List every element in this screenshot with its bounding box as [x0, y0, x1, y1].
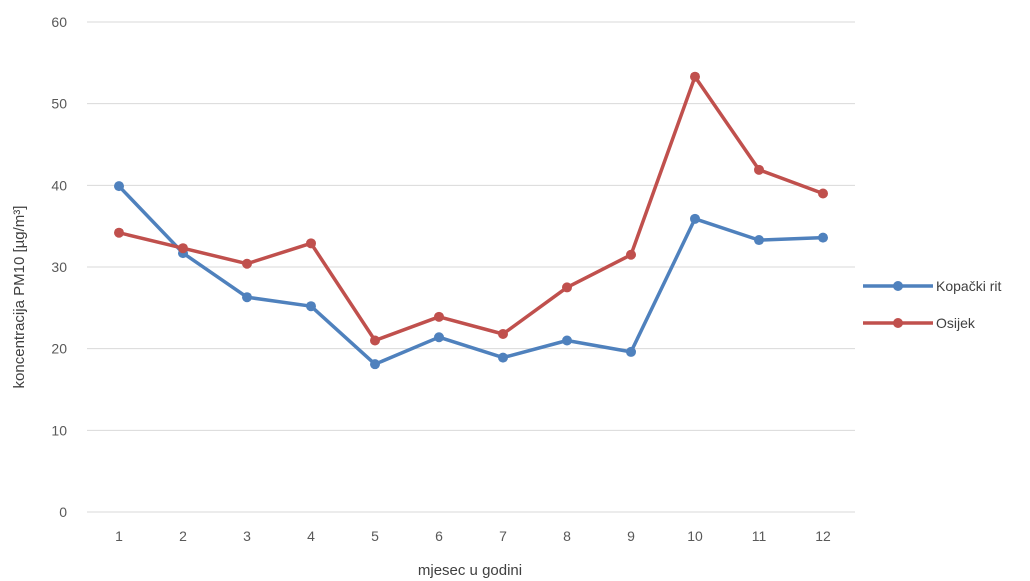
data-point	[434, 332, 444, 343]
data-point	[242, 258, 252, 269]
x-tick-label: 12	[815, 528, 831, 544]
data-point	[626, 249, 636, 260]
x-tick-label: 7	[499, 528, 507, 544]
data-point	[434, 311, 444, 322]
series-group	[114, 71, 828, 346]
data-point	[498, 328, 508, 339]
data-point	[562, 282, 572, 293]
legend-swatch-marker	[893, 318, 903, 328]
series-line	[117, 74, 825, 343]
x-axis-label: mjesec u godini	[418, 562, 522, 579]
x-tick-label: 5	[371, 528, 379, 544]
legend-item: Kopački rit	[863, 278, 1001, 294]
x-tick-label: 9	[627, 528, 635, 544]
x-tick-label: 3	[243, 528, 251, 544]
y-axis-label: koncentracija PM10 [µg/m³]	[11, 206, 28, 389]
data-point	[370, 359, 380, 370]
data-point	[690, 213, 700, 224]
data-point	[754, 235, 764, 246]
data-point	[690, 71, 700, 82]
data-point	[818, 188, 828, 199]
data-point	[370, 335, 380, 346]
y-tick-label: 10	[51, 422, 67, 438]
series-group	[114, 181, 828, 370]
data-point	[818, 232, 828, 243]
x-tick-label: 8	[563, 528, 571, 544]
data-point	[306, 301, 316, 312]
data-point	[306, 238, 316, 249]
data-point	[114, 227, 124, 238]
series-lines	[114, 71, 828, 370]
x-tick-label: 11	[752, 528, 767, 544]
x-tick-label: 4	[307, 528, 315, 544]
data-point	[114, 181, 124, 192]
legend-label: Osijek	[936, 315, 976, 331]
data-point	[754, 164, 764, 175]
x-tick-label: 1	[115, 528, 123, 544]
data-point	[178, 243, 188, 254]
y-axis-ticks: 0 10 20 30 40 50 60	[51, 14, 67, 520]
y-tick-label: 20	[51, 341, 67, 357]
legend-label: Kopački rit	[936, 278, 1001, 294]
y-tick-label: 60	[51, 14, 67, 30]
y-tick-label: 30	[51, 259, 67, 275]
y-tick-label: 40	[51, 177, 67, 193]
data-point	[498, 352, 508, 363]
legend-item: Osijek	[863, 315, 976, 331]
series-line	[117, 184, 825, 366]
data-point	[242, 292, 252, 303]
legend-swatch-marker	[893, 281, 903, 291]
x-axis-ticks: 1 2 3 4 5 6 7 8 9 10 11 12	[115, 528, 831, 544]
legend: Kopački rit Osijek	[863, 278, 1001, 331]
x-tick-label: 2	[179, 528, 187, 544]
x-tick-label: 10	[687, 528, 703, 544]
data-point	[562, 335, 572, 346]
data-point	[626, 346, 636, 357]
y-tick-label: 0	[59, 504, 67, 520]
x-tick-label: 6	[435, 528, 443, 544]
y-tick-label: 50	[51, 96, 67, 112]
